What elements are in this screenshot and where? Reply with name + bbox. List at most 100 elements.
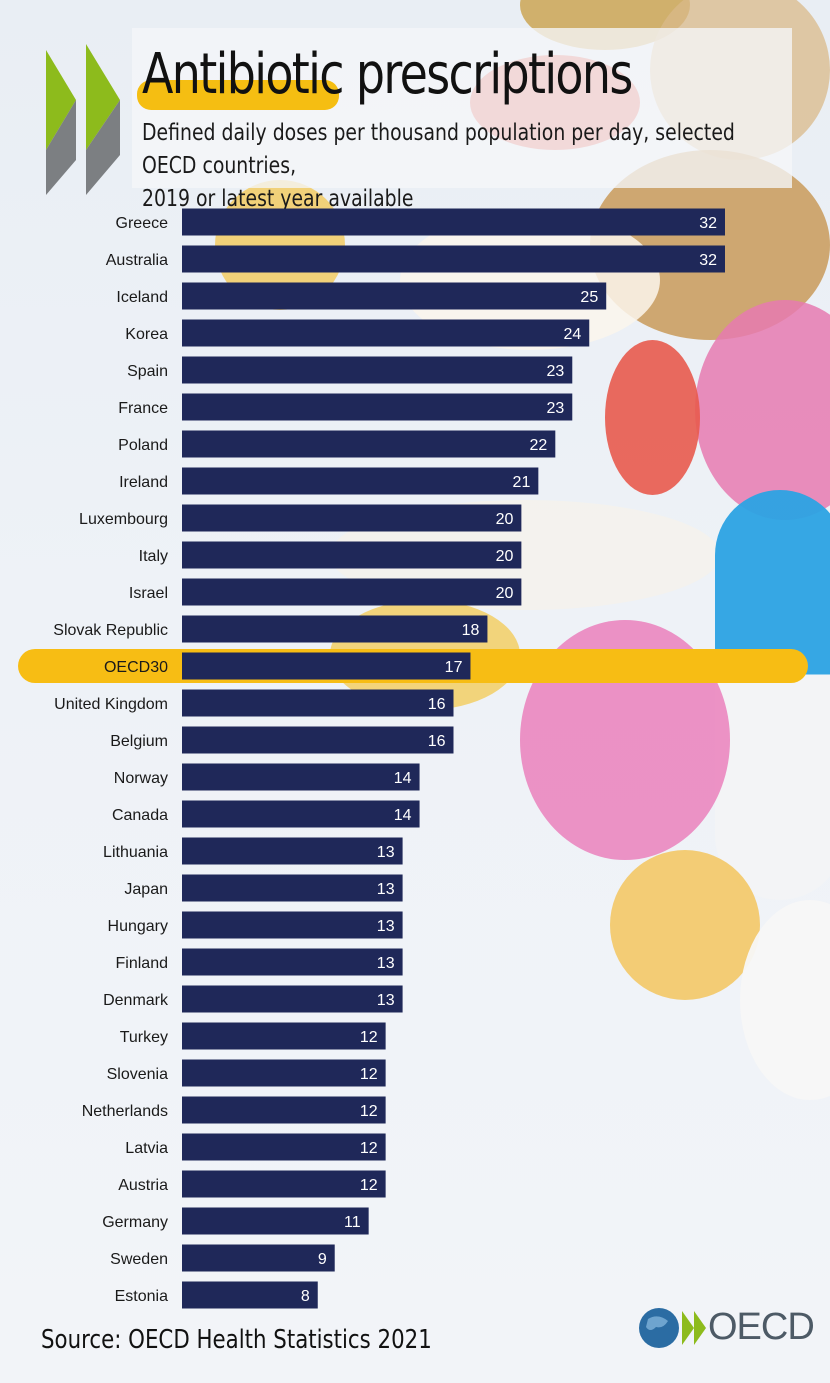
value-label: 23 — [546, 400, 564, 417]
category-label: United Kingdom — [54, 696, 168, 713]
category-label: OECD30 — [104, 659, 168, 676]
bar-norway — [182, 763, 420, 791]
bar-iceland — [182, 282, 607, 310]
category-label: Spain — [127, 363, 168, 380]
category-label: Austria — [118, 1177, 168, 1194]
chart-title: Antibiotic prescriptions — [142, 42, 633, 107]
bar-belgium — [182, 726, 454, 754]
value-label: 17 — [445, 659, 463, 676]
bar-japan — [182, 874, 403, 902]
title-highlight — [137, 80, 339, 110]
bar-israel — [182, 578, 522, 606]
subtitle-line-1: Defined daily doses per thousand populat… — [142, 120, 735, 179]
bar-italy — [182, 541, 522, 569]
value-label: 13 — [377, 918, 395, 935]
bar-germany — [182, 1207, 369, 1235]
bar-poland — [182, 430, 556, 458]
value-label: 12 — [360, 1066, 378, 1083]
category-label: Slovak Republic — [53, 622, 168, 639]
category-label: Denmark — [103, 992, 169, 1009]
bar-netherlands — [182, 1096, 386, 1124]
category-label: Hungary — [108, 918, 168, 935]
value-label: 13 — [377, 992, 395, 1009]
oecd-logo-text: OECD — [708, 1306, 815, 1348]
value-label: 24 — [563, 326, 581, 343]
value-label: 13 — [377, 881, 395, 898]
bar-luxembourg — [182, 504, 522, 532]
subtitle-line-2: 2019 or latest year available — [142, 186, 414, 212]
category-label: Poland — [118, 437, 168, 454]
category-label: Norway — [114, 770, 168, 787]
oecd-chevron-icon — [46, 44, 120, 195]
value-label: 13 — [377, 844, 395, 861]
value-label: 25 — [580, 289, 598, 306]
bar-korea — [182, 319, 590, 347]
bar-united-kingdom — [182, 689, 454, 717]
category-label: Netherlands — [82, 1103, 168, 1120]
bar-spain — [182, 356, 573, 384]
value-label: 8 — [301, 1288, 310, 1305]
value-label: 11 — [344, 1214, 361, 1231]
category-label: Greece — [116, 215, 169, 232]
category-label: Latvia — [125, 1140, 168, 1157]
category-label: Slovenia — [107, 1066, 168, 1083]
value-label: 13 — [377, 955, 395, 972]
bar-hungary — [182, 911, 403, 939]
value-label: 12 — [360, 1103, 378, 1120]
value-label: 32 — [699, 215, 717, 232]
bar-denmark — [182, 985, 403, 1013]
value-label: 32 — [699, 252, 717, 269]
value-label: 23 — [546, 363, 564, 380]
bar-slovak-republic — [182, 615, 488, 643]
category-label: Italy — [139, 548, 168, 565]
category-label: Estonia — [115, 1288, 168, 1305]
value-label: 16 — [428, 696, 446, 713]
bar-greece — [182, 208, 725, 236]
bar-australia — [182, 245, 725, 273]
category-label: Israel — [129, 585, 168, 602]
category-label: Canada — [112, 807, 168, 824]
bar-france — [182, 393, 573, 421]
bar-canada — [182, 800, 420, 828]
bar-estonia — [182, 1281, 318, 1309]
value-label: 12 — [360, 1029, 378, 1046]
category-label: Ireland — [119, 474, 168, 491]
category-label: Luxembourg — [79, 511, 168, 528]
value-label: 9 — [318, 1251, 327, 1268]
oecd-logo-icon — [639, 1308, 706, 1348]
bar-latvia — [182, 1133, 386, 1161]
category-label: Australia — [106, 252, 168, 269]
category-label: Japan — [124, 881, 168, 898]
value-label: 16 — [428, 733, 446, 750]
bar-oecd30 — [182, 652, 471, 680]
source-note: Source: OECD Health Statistics 2021 — [41, 1325, 432, 1355]
category-label: Germany — [102, 1214, 168, 1231]
value-label: 21 — [513, 474, 531, 491]
bar-lithuania — [182, 837, 403, 865]
value-label: 20 — [496, 511, 514, 528]
value-label: 18 — [462, 622, 480, 639]
value-label: 12 — [360, 1177, 378, 1194]
value-label: 14 — [394, 807, 412, 824]
bar-ireland — [182, 467, 539, 495]
category-label: Iceland — [116, 289, 168, 306]
bar-sweden — [182, 1244, 335, 1272]
value-label: 22 — [530, 437, 548, 454]
category-label: Turkey — [120, 1029, 168, 1046]
chart-subtitle: Defined daily doses per thousand populat… — [142, 117, 790, 216]
bar-slovenia — [182, 1059, 386, 1087]
category-label: Sweden — [110, 1251, 168, 1268]
value-label: 12 — [360, 1140, 378, 1157]
category-label: France — [118, 400, 168, 417]
category-label: Korea — [125, 326, 168, 343]
value-label: 20 — [496, 585, 514, 602]
bar-finland — [182, 948, 403, 976]
value-label: 14 — [394, 770, 412, 787]
value-label: 20 — [496, 548, 514, 565]
category-label: Finland — [116, 955, 168, 972]
bar-turkey — [182, 1022, 386, 1050]
category-label: Lithuania — [103, 844, 168, 861]
category-label: Belgium — [110, 733, 168, 750]
bar-austria — [182, 1170, 386, 1198]
